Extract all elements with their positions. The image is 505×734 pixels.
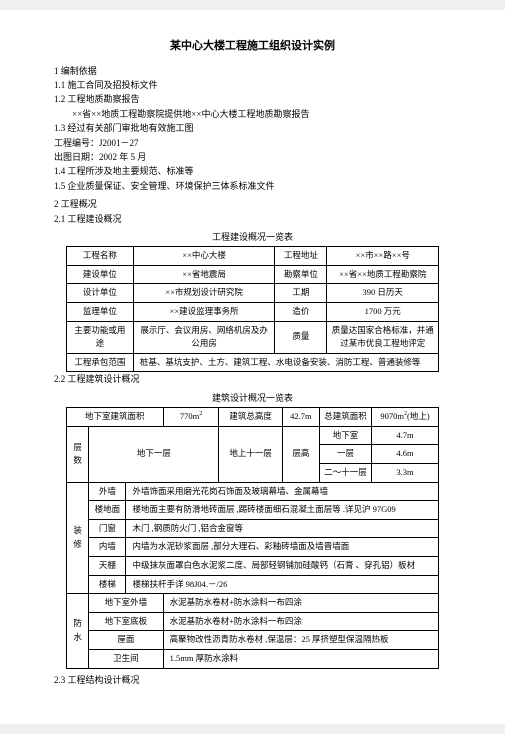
cell: 防水 <box>66 594 88 668</box>
cell: 地上十一层 <box>219 426 282 482</box>
cell: 展示厅、会议用房、网络机房及办公用房 <box>133 321 274 353</box>
table-row: 监理单位 ××建设监理事务所 造价 1700 万元 <box>66 303 438 322</box>
cell: ××省××地质工程勘察院 <box>327 265 439 284</box>
section-1-5: 1.5 企业质量保证、安全管理、环境保护三体系标准文件 <box>54 179 451 193</box>
cell: 3.3m <box>372 464 439 483</box>
section-1-2-body: ××省××地质工程勘察院提供地××中心大楼工程地质勘察报告 <box>72 107 451 121</box>
cell: 质量 <box>275 321 327 353</box>
cell: 中级抹灰面罩白色水泥浆二度、局部轻钢铺加硅酸钙（石膏 、穿孔铝）板材 <box>126 556 439 575</box>
cell: 屋面 <box>89 631 163 650</box>
proj-number: 工程编号：J2001－27 <box>54 136 451 150</box>
cell: 工期 <box>275 284 327 303</box>
table-row: 工程名称 ××中心大楼 工程地址 ××市××路××号 <box>66 247 438 266</box>
cell: 总建筑面积 <box>319 408 371 427</box>
section-2-3: 2.3 工程结构设计概况 <box>54 673 451 687</box>
cell: 地下室建筑面积 <box>66 408 163 427</box>
cell: 建设单位 <box>66 265 133 284</box>
cell: 1700 万元 <box>327 303 439 322</box>
table2-title: 建筑设计概况一览表 <box>54 391 451 405</box>
cell: 装修 <box>66 482 88 594</box>
cell: 地下室外墙 <box>89 594 163 613</box>
table-row: 工程承包范围 桩基、基坑支护、土方、建筑工程、水电设备安装、消防工程、普通装修等 <box>66 353 438 372</box>
cell: 设计单位 <box>66 284 133 303</box>
cell: 内墙为水泥砂浆面层 ,部分大理石、彩釉砖墙面及墙晋墙面 <box>126 538 439 557</box>
cell: ××中心大楼 <box>133 247 274 266</box>
section-2: 2 工程概况 <box>54 197 451 211</box>
cell: 造价 <box>275 303 327 322</box>
cell: 二～十一层 <box>319 464 371 483</box>
cell: 桩基、基坑支护、土方、建筑工程、水电设备安装、消防工程、普通装修等 <box>133 353 438 372</box>
cell: 42.7m <box>282 408 319 427</box>
cell: ××省地震局 <box>133 265 274 284</box>
cell: 楼地面 <box>89 501 126 520</box>
table-row: 地下室底板 水泥基防水卷材+防水涂料一布四涂 <box>66 612 438 631</box>
cell: 工程名称 <box>66 247 133 266</box>
cell: 水泥基防水卷材+防水涂料一布四涂 <box>163 594 438 613</box>
cell: 建筑总高度 <box>219 408 282 427</box>
cell: 工程地址 <box>275 247 327 266</box>
section-2-2: 2.2 工程建筑设计概况 <box>54 372 451 386</box>
table-row: 地下室建筑面积 770m2 建筑总高度 42.7m 总建筑面积 9070m2(地… <box>66 408 438 427</box>
cell: 楼梯扶杆手详 98J04.－/26 <box>126 575 439 594</box>
cell: 高聚物改性沥青防水卷材 ,保温层：25 厚挤塑型保温隔热板 <box>163 631 438 650</box>
table-row: 建设单位 ××省地震局 勘察单位 ××省××地质工程勘察院 <box>66 265 438 284</box>
section-1-4: 1.4 工程所涉及地主要规范、标准等 <box>54 164 451 178</box>
table-row: 内墙 内墙为水泥砂浆面层 ,部分大理石、彩釉砖墙面及墙晋墙面 <box>66 538 438 557</box>
cell: 外墙饰面采用磨光花岗石饰面及玻璃幕墙、金属幕墙 <box>126 482 439 501</box>
cell: 1.5mm 厚防水涂料 <box>163 649 438 668</box>
cell: 卫生间 <box>89 649 163 668</box>
cell: 层高 <box>282 426 319 482</box>
cell: ××市规划设计研究院 <box>133 284 274 303</box>
section-1-1: 1.1 施工合同及招投标文件 <box>54 78 451 92</box>
section-2-1: 2.1 工程建设概况 <box>54 212 451 226</box>
cell: 天棚 <box>89 556 126 575</box>
table-row: 层数 地下一层 地上十一层 层高 地下室 4.7m <box>66 426 438 445</box>
table-row: 防水 地下室外墙 水泥基防水卷材+防水涂料一布四涂 <box>66 594 438 613</box>
section-1-2: 1.2 工程地质勘察报告 <box>54 92 451 106</box>
cell: ××市××路××号 <box>327 247 439 266</box>
cell: 主要功能或用途 <box>66 321 133 353</box>
cell: 390 日历天 <box>327 284 439 303</box>
cell: 4.6m <box>372 445 439 464</box>
section-1-3: 1.3 经过有关部门审批地有效施工图 <box>54 121 451 135</box>
cell: 楼梯 <box>89 575 126 594</box>
table-row: 设计单位 ××市规划设计研究院 工期 390 日历天 <box>66 284 438 303</box>
document-page: 某中心大楼工程施工组织设计实例 1 编制依据 1.1 施工合同及招投标文件 1.… <box>0 10 505 724</box>
table-row: 楼梯 楼梯扶杆手详 98J04.－/26 <box>66 575 438 594</box>
cell: 地下室 <box>319 426 371 445</box>
cell: ××建设监理事务所 <box>133 303 274 322</box>
cell: 门窗 <box>89 519 126 538</box>
table-row: 装修 外墙 外墙饰面采用磨光花岗石饰面及玻璃幕墙、金属幕墙 <box>66 482 438 501</box>
table-row: 天棚 中级抹灰面罩白色水泥浆二度、局部轻钢铺加硅酸钙（石膏 、穿孔铝）板材 <box>66 556 438 575</box>
section-1: 1 编制依据 <box>54 64 451 78</box>
architecture-design-table: 地下室建筑面积 770m2 建筑总高度 42.7m 总建筑面积 9070m2(地… <box>66 407 439 668</box>
cell: 一层 <box>319 445 371 464</box>
cell: 内墙 <box>89 538 126 557</box>
table-row: 主要功能或用途 展示厅、会议用房、网络机房及办公用房 质量 质量达国家合格标准，… <box>66 321 438 353</box>
cell: 地下一层 <box>89 426 219 482</box>
cell: 楼地面主要有防滑地砖面层 ,踢砖楼面细石混凝土面层等 .详见沪 97G09 <box>126 501 439 520</box>
cell: 地下室底板 <box>89 612 163 631</box>
table-row: 楼地面 楼地面主要有防滑地砖面层 ,踢砖楼面细石混凝土面层等 .详见沪 97G0… <box>66 501 438 520</box>
cell: 层数 <box>66 426 88 482</box>
cell: 木门 ,钢质防火门 ,铝合金窗等 <box>126 519 439 538</box>
table-row: 卫生间 1.5mm 厚防水涂料 <box>66 649 438 668</box>
cell: 9070m2(地上) <box>372 408 439 427</box>
table-row: 屋面 高聚物改性沥青防水卷材 ,保温层：25 厚挤塑型保温隔热板 <box>66 631 438 650</box>
cell: 水泥基防水卷材+防水涂料一布四涂 <box>163 612 438 631</box>
table-row: 门窗 木门 ,钢质防火门 ,铝合金窗等 <box>66 519 438 538</box>
draw-date: 出图日期：2002 年 5 月 <box>54 150 451 164</box>
cell: 外墙 <box>89 482 126 501</box>
construction-overview-table: 工程名称 ××中心大楼 工程地址 ××市××路××号 建设单位 ××省地震局 勘… <box>66 246 439 372</box>
cell: 4.7m <box>372 426 439 445</box>
cell: 质量达国家合格标准，并通过某市优良工程地评定 <box>327 321 439 353</box>
table1-title: 工程建设概况一览表 <box>54 230 451 244</box>
cell: 监理单位 <box>66 303 133 322</box>
cell: 工程承包范围 <box>66 353 133 372</box>
doc-title: 某中心大楼工程施工组织设计实例 <box>54 38 451 56</box>
cell: 勘察单位 <box>275 265 327 284</box>
cell: 770m2 <box>163 408 219 427</box>
